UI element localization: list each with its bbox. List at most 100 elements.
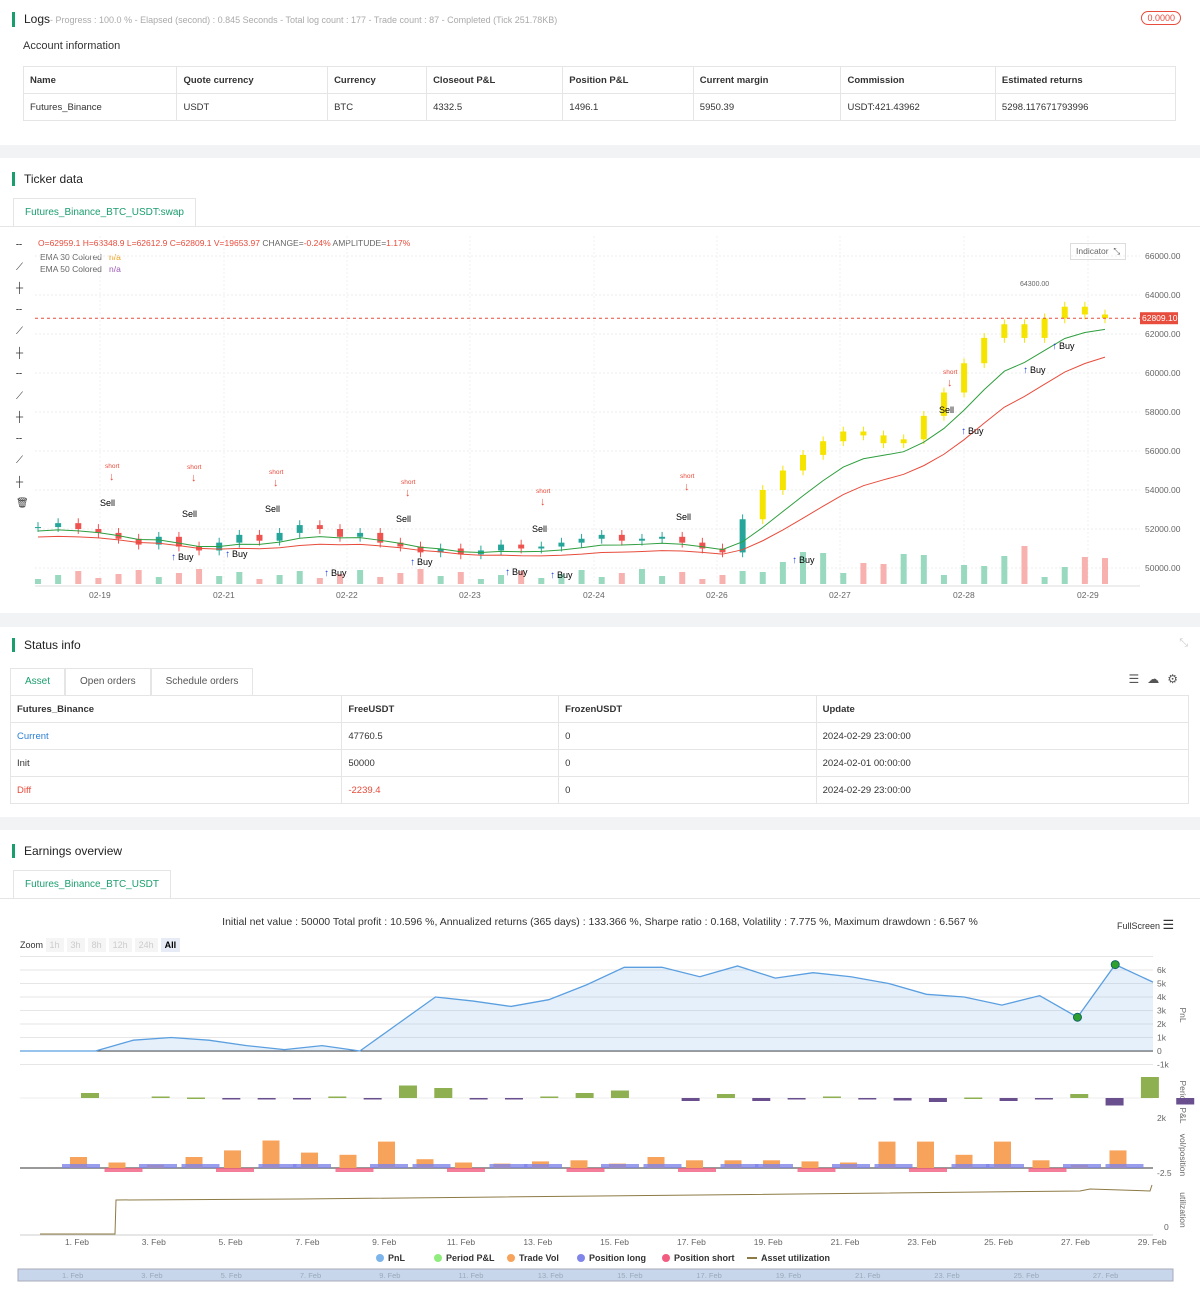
table-row: Init 50000 0 2024-02-01 00:00:00 [9, 749, 1190, 777]
zoom-3h[interactable]: 3h [66, 938, 85, 952]
candle [1021, 324, 1028, 338]
candle [800, 454, 807, 471]
zoom-all[interactable]: All [160, 938, 181, 952]
navigator-tick-label: 23. Feb [934, 1271, 959, 1280]
column-header: Quote currency [176, 66, 329, 94]
volume-bar [598, 577, 605, 584]
h-ray-icon[interactable]: ┼ [16, 283, 24, 294]
y-tick-label: 54000.00 [1145, 485, 1181, 495]
gear-icon[interactable]: ⚙ [1167, 672, 1186, 686]
ray-icon[interactable]: ╌ [16, 369, 23, 380]
arrow-up-icon: ↑ [505, 567, 510, 578]
volume-bar [55, 575, 62, 584]
trade-vol-bar [647, 1157, 665, 1168]
sell-signal-label: Sell [676, 512, 691, 522]
account-cell: 5298.117671793996 [994, 93, 1177, 121]
zoom-24h[interactable]: 24h [134, 938, 158, 952]
account-title: Account information [23, 40, 121, 52]
tab-earnings-symbol[interactable]: Futures_Binance_BTC_USDT [13, 870, 171, 898]
trash-icon[interactable]: 🗑 [16, 498, 29, 509]
parallel-channel-icon[interactable]: ╌ [16, 433, 23, 445]
position-long-bar [986, 1164, 1024, 1168]
x-tick-label: 3. Feb [142, 1237, 166, 1247]
v-line-icon[interactable]: ╌ [16, 304, 23, 316]
volume-bar [759, 572, 766, 584]
position-long-bar [601, 1164, 639, 1168]
x-tick-label: 15. Feb [600, 1237, 629, 1247]
legend-item[interactable]: Period P&L [446, 1253, 495, 1263]
table-cell: 0 [558, 722, 817, 750]
logs-title: Logs- Progress : 100.0 % - Elapsed (seco… [12, 12, 557, 27]
period-pnl-bar [1070, 1094, 1089, 1098]
sub-tick-label: 0 [1164, 1222, 1169, 1232]
sell-signal-label: Sell [265, 504, 280, 514]
text-icon[interactable]: ┼ [16, 476, 24, 488]
candlestick-chart[interactable]: 66000.00 64000.00 62000.00 60000.00 58000.00… [0, 226, 1200, 613]
tab-open-orders[interactable]: Open orders [65, 668, 151, 696]
position-long-bar [1063, 1164, 1101, 1168]
candle [598, 534, 605, 539]
asset-table: Futures_Binance FreeUSDT FrozenUSDT Update C… [9, 695, 1190, 804]
zoom-1h[interactable]: 1h [45, 938, 64, 952]
arrow-up-icon: ↑ [961, 426, 966, 437]
x-tick-label: 02-21 [213, 590, 235, 600]
candle [1061, 306, 1068, 319]
navigator-scrollbar[interactable] [17, 1268, 1174, 1282]
earnings-chart[interactable]: 6k 5k 4k 3k 2k 1k 0 -1k PnL Period P&L vol/positio… [0, 955, 1200, 1295]
period-pnl-bar [752, 1098, 771, 1101]
zoom-8h[interactable]: 8h [87, 938, 106, 952]
trade-vol-bar [878, 1141, 896, 1168]
tab-schedule-orders[interactable]: Schedule orders [150, 668, 254, 696]
period-pnl-bar [151, 1096, 170, 1098]
position-long-bar [874, 1164, 913, 1168]
navigator-tick-label: 25. Feb [1014, 1271, 1039, 1280]
legend-item[interactable]: Trade Vol [519, 1253, 559, 1263]
candle [659, 536, 666, 539]
volume-bar [1102, 558, 1108, 584]
fullscreen-button[interactable]: FullScreen ☰ [1117, 917, 1175, 932]
candle [1041, 318, 1048, 338]
column-header: Update [815, 695, 1190, 723]
asset-utilization-line [40, 1184, 1153, 1235]
menu-icon[interactable]: ☰ [1128, 672, 1148, 686]
volume-bar [357, 570, 364, 584]
table-cell: -2239.4 [341, 776, 560, 804]
fib-icon[interactable]: ⟋ [16, 455, 23, 466]
legend-item[interactable]: Position short [674, 1253, 735, 1263]
position-long-bar [370, 1164, 408, 1168]
menu-icon: ☰ [1162, 917, 1175, 932]
buy-signal-label: Buy [1059, 341, 1075, 351]
status-badge: 0.0000 [1141, 11, 1181, 25]
trend-line-icon[interactable]: ┼ [16, 347, 24, 359]
extended-line-icon[interactable]: ⟋ [16, 390, 23, 402]
legend-item[interactable]: PnL [388, 1253, 406, 1263]
collapse-icon[interactable]: ⤡ [1179, 637, 1188, 649]
trade-vol-bar [108, 1162, 126, 1168]
y-tick-label: 50000.00 [1145, 563, 1181, 573]
short-signal-label: short [269, 469, 284, 476]
tab-ticker-symbol[interactable]: Futures_Binance_BTC_USDT:swap [13, 198, 196, 226]
position-long-bar [412, 1164, 451, 1168]
cursor-icon[interactable]: ╌ [16, 240, 23, 251]
volume-bar [779, 562, 786, 584]
table-cell: Diff [9, 776, 343, 804]
h-line-icon[interactable]: ⟋ [16, 261, 23, 273]
sell-signal-label: Sell [100, 498, 115, 508]
legend-item[interactable]: Position long [589, 1253, 646, 1263]
zoom-12h[interactable]: 12h [108, 938, 132, 952]
table-cell: Current [9, 722, 343, 750]
tab-asset[interactable]: Asset [10, 668, 66, 696]
legend-swatch [662, 1254, 670, 1262]
table-row: Current 47760.5 0 2024-02-29 23:00:00 [9, 722, 1190, 750]
v-segment-icon[interactable]: ⟋ [16, 326, 23, 337]
x-tick-label: 23. Feb [907, 1237, 936, 1247]
cloud-icon[interactable]: ☁ [1147, 672, 1168, 686]
legend-item[interactable]: Asset utilization [761, 1253, 830, 1263]
y-tick-label: 66000.00 [1145, 251, 1181, 261]
navigator-tick-label: 7. Feb [300, 1271, 321, 1280]
price-range-icon[interactable]: ┼ [16, 412, 24, 423]
candle [961, 363, 968, 393]
candle [840, 431, 847, 442]
candle [779, 470, 786, 490]
arrow-up-icon: ↑ [324, 568, 329, 579]
